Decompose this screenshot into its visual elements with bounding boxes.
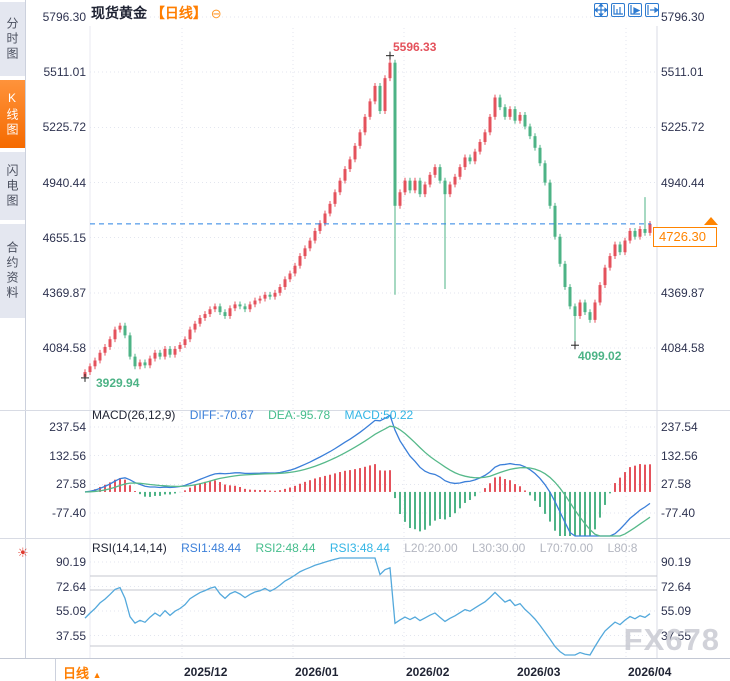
sidebar-tab-kline-chart[interactable]: K线图	[0, 80, 25, 148]
macd-axis-label: 132.56	[49, 448, 86, 463]
rsi-title: RSI(14,14,14)	[92, 541, 167, 555]
macd-info-row: MACD(26,12,9) DIFF:-70.67 DEA:-95.78 MAC…	[92, 408, 424, 422]
chart-header: 现货黄金 【日线】 ⊖	[91, 3, 222, 23]
period-label-text: 日线	[63, 666, 90, 681]
sidebar-tab-label: K线图	[5, 90, 19, 138]
price-axis-label: 4655.15	[42, 230, 86, 245]
rsi2-value: RSI2:48.44	[255, 541, 316, 555]
macd-axis-label: -77.40	[661, 506, 696, 521]
sidebar-tab-contract-info[interactable]: 合约资料	[0, 224, 25, 318]
rsi-axis-label: 55.09	[55, 604, 86, 618]
macd-diff-value: DIFF:-70.67	[189, 408, 254, 422]
rsi-l30-label: L30:30.00	[471, 541, 526, 555]
macd-axis-label: 237.54	[661, 420, 698, 434]
period-tag[interactable]: 【日线】	[150, 5, 207, 21]
sidebar-tab-label: 闪电图	[5, 163, 19, 209]
rsi-line	[84, 557, 651, 656]
rsi-l80-label: L80:8	[607, 541, 638, 555]
x-axis-month-label: 2026/03	[517, 665, 561, 679]
macd-dea-line	[84, 425, 651, 537]
high-price-annotation: 5596.33	[393, 40, 437, 54]
price-axis-label: 4940.44	[42, 175, 86, 190]
price-axis-label: 5511.01	[43, 65, 87, 80]
macd-value: MACD:50.22	[344, 408, 414, 422]
pan-crosshair-icon[interactable]	[594, 3, 608, 17]
price-axis-label: 4084.58	[661, 341, 705, 355]
sidebar-tab-label: 合约资料	[5, 241, 19, 301]
macd-histogram	[89, 464, 651, 536]
first-low-annotation: 3929.94	[96, 376, 140, 390]
price-axis-label: 4369.87	[42, 285, 86, 300]
sidebar-tab-time-chart[interactable]: 分时图	[0, 2, 25, 76]
sidebar-divider	[25, 0, 26, 681]
price-axis-label: 4084.58	[42, 341, 86, 355]
last-price-tag[interactable]: 4726.30	[653, 227, 717, 247]
period-up-arrow-icon: ▲	[92, 670, 102, 680]
rsi1-value: RSI1:48.44	[181, 541, 242, 555]
rsi-axis-label: 37.55	[55, 628, 86, 643]
pane-divider[interactable]	[0, 410, 730, 411]
rsi-l20-label: L20:20.00	[404, 541, 458, 555]
x-axis-month-label: 2026/02	[406, 665, 450, 679]
macd-axis-label: 237.54	[49, 420, 86, 434]
price-axis-label: 4369.87	[661, 285, 705, 300]
price-axis-label: 4940.44	[661, 175, 705, 190]
chart-forward-icon[interactable]	[628, 3, 642, 17]
bottom-bar-divider	[55, 659, 56, 681]
price-up-arrow-icon	[704, 217, 718, 225]
alert-sun-icon[interactable]: ☀	[17, 545, 29, 560]
pane-divider[interactable]	[0, 538, 730, 539]
x-axis-month-label: 2025/12	[184, 665, 228, 679]
rsi-axis-label: 55.09	[661, 604, 692, 618]
low-price-annotation: 4099.02	[578, 349, 622, 363]
axis-scale-icon[interactable]	[611, 3, 625, 17]
instrument-title: 现货黄金	[91, 5, 147, 21]
rsi-axis-label: 37.55	[661, 628, 692, 643]
price-axis-label: 5796.30	[661, 10, 705, 24]
x-axis-month-label: 2026/01	[295, 665, 339, 679]
rsi-axis-label: 90.19	[55, 555, 86, 569]
macd-dea-value: DEA:-95.78	[268, 408, 331, 422]
macd-axis-label: 27.58	[661, 477, 692, 492]
price-axis-label: 5225.72	[42, 120, 86, 135]
macd-axis-label: 132.56	[661, 448, 698, 463]
macd-axis-label: 27.58	[55, 477, 86, 492]
price-axis-label: 5796.30	[42, 10, 86, 24]
macd-title: MACD(26,12,9)	[92, 408, 176, 422]
price-axis-label: 5225.72	[661, 120, 705, 135]
bottom-time-axis-bar: 日线 ▲ 2025/12 2026/01 2026/02 2026/03 2026/04	[0, 658, 730, 681]
rsi-axis-label: 72.64	[55, 579, 86, 594]
candlestick-series	[83, 55, 652, 378]
period-selector[interactable]: 日线 ▲	[63, 663, 102, 681]
sidebar-tab-label: 分时图	[5, 16, 19, 62]
rsi3-value: RSI3:48.44	[329, 541, 390, 555]
rsi-axis-label: 72.64	[661, 579, 692, 594]
sidebar-tab-lightning-chart[interactable]: 闪电图	[0, 152, 25, 220]
collapse-circle-icon[interactable]: ⊖	[210, 6, 222, 21]
rsi-l70-label: L70:70.00	[539, 541, 594, 555]
macd-axis-label: -77.40	[51, 506, 86, 521]
x-axis-month-label: 2026/04	[628, 665, 672, 679]
rsi-info-row: RSI(14,14,14) RSI1:48.44 RSI2:48.44 RSI3…	[92, 541, 648, 555]
pane-collapse-icon[interactable]	[645, 3, 659, 17]
rsi-axis-label: 90.19	[661, 555, 692, 569]
price-axis-label: 5511.01	[661, 65, 704, 80]
